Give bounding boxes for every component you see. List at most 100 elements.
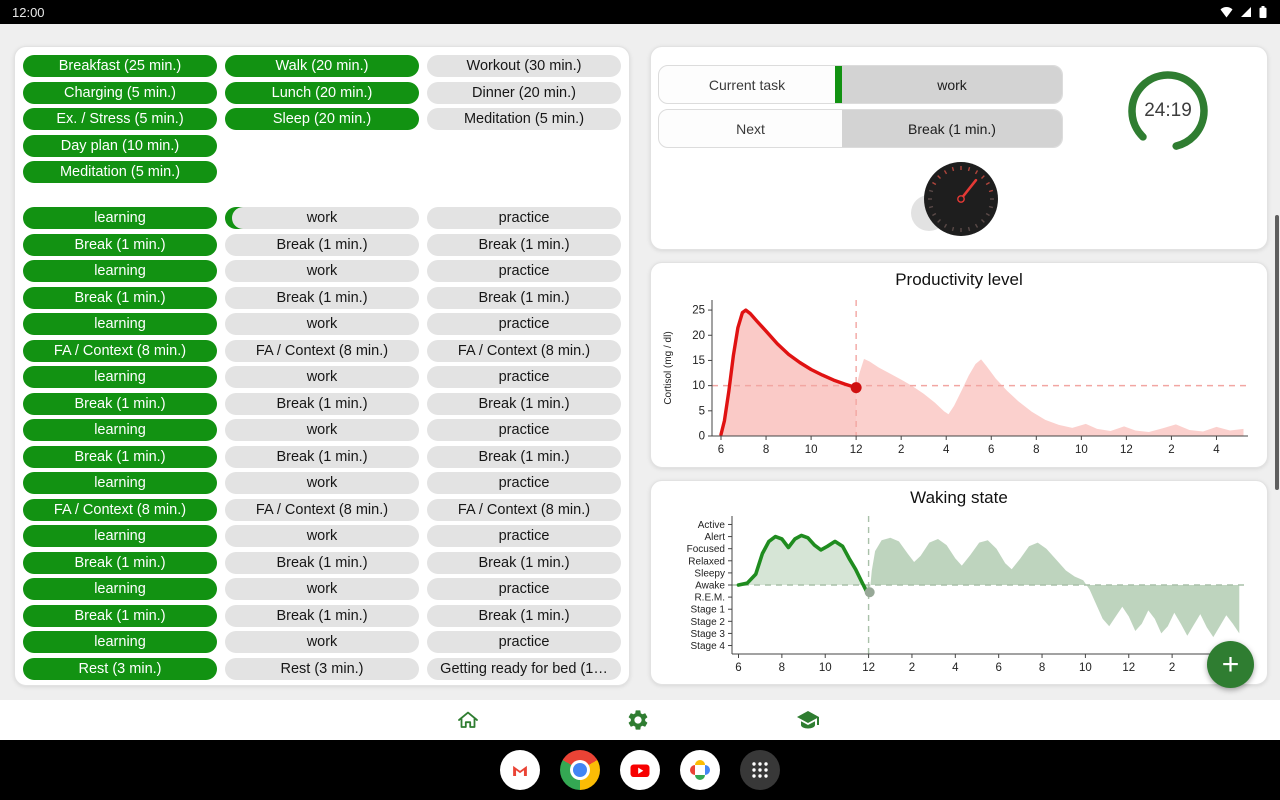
schedule-cell[interactable]: practice: [427, 419, 621, 441]
schedule-cell[interactable]: learning: [23, 207, 217, 229]
schedule-cell[interactable]: practice: [427, 631, 621, 653]
next-task-row[interactable]: Next Break (1 min.): [658, 109, 1063, 148]
schedule-cell[interactable]: practice: [427, 472, 621, 494]
svg-text:Stage 2: Stage 2: [691, 617, 726, 628]
schedule-cell[interactable]: learning: [23, 525, 217, 547]
schedule-cell[interactable]: FA / Context (8 min.): [427, 339, 621, 362]
timer[interactable]: 24:19: [1126, 69, 1210, 153]
scrollbar[interactable]: [1275, 215, 1279, 490]
svg-text:Stage 1: Stage 1: [691, 605, 726, 616]
svg-text:10: 10: [1075, 444, 1088, 456]
empty-cell: [225, 135, 419, 157]
settings-tab[interactable]: [626, 708, 650, 732]
youtube-icon[interactable]: [620, 750, 660, 790]
schedule-cell[interactable]: learning: [23, 578, 217, 600]
schedule-cell[interactable]: learning: [23, 419, 217, 441]
app-drawer-icon[interactable]: [740, 750, 780, 790]
schedule-cell[interactable]: Break (1 min.): [23, 445, 217, 468]
svg-text:2: 2: [1169, 662, 1175, 674]
schedule-cell[interactable]: Break (1 min.): [225, 604, 419, 627]
schedule-cell[interactable]: work: [225, 631, 419, 653]
svg-text:4: 4: [952, 662, 959, 674]
svg-text:12: 12: [1122, 662, 1135, 674]
schedule-cell[interactable]: Break (1 min.): [23, 233, 217, 256]
battery-icon: [1259, 6, 1267, 18]
add-task-fab[interactable]: +: [1207, 641, 1254, 688]
schedule-cell[interactable]: practice: [427, 366, 621, 388]
schedule-cell[interactable]: Day plan (10 min.): [23, 134, 217, 157]
schedule-cell[interactable]: Walk (20 min.): [225, 55, 419, 77]
schedule-cell[interactable]: Meditation (5 min.): [427, 108, 621, 130]
schedule-cell[interactable]: work: [225, 313, 419, 335]
schedule-cell[interactable]: Break (1 min.): [225, 392, 419, 415]
schedule-cell[interactable]: work: [225, 419, 419, 441]
schedule-cell[interactable]: learning: [23, 260, 217, 282]
schedule-cell[interactable]: Getting ready for bed (1…: [427, 657, 621, 680]
schedule-cell[interactable]: FA / Context (8 min.): [427, 498, 621, 521]
speedometer-gauge[interactable]: [923, 161, 999, 237]
schedule-cell[interactable]: work: [225, 578, 419, 600]
schedule-cell[interactable]: practice: [427, 313, 621, 335]
status-bar: 12:00: [0, 0, 1280, 24]
schedule-cell[interactable]: FA / Context (8 min.): [23, 339, 217, 362]
schedule-cell[interactable]: FA / Context (8 min.): [225, 339, 419, 362]
schedule-cell[interactable]: learning: [23, 366, 217, 388]
schedule-cell[interactable]: FA / Context (8 min.): [23, 498, 217, 521]
schedule-cell[interactable]: Break (1 min.): [225, 286, 419, 309]
schedule-cell[interactable]: Break (1 min.): [427, 392, 621, 415]
schedule-cell[interactable]: Break (1 min.): [427, 445, 621, 468]
current-task-row[interactable]: Current task work: [658, 65, 1063, 104]
gmail-icon[interactable]: [500, 750, 540, 790]
schedule-cell[interactable]: Break (1 min.): [23, 286, 217, 309]
schedule-cell[interactable]: Dinner (20 min.): [427, 81, 621, 104]
schedule-cell[interactable]: Workout (30 min.): [427, 55, 621, 77]
svg-text:R.E.M.: R.E.M.: [694, 593, 725, 604]
schedule-cell[interactable]: practice: [427, 578, 621, 600]
current-task-value: work: [842, 66, 1062, 103]
schedule-cell[interactable]: Break (1 min.): [427, 286, 621, 309]
schedule-cell[interactable]: Break (1 min.): [427, 233, 621, 256]
schedule-cell[interactable]: learning: [23, 631, 217, 653]
status-icons: [1219, 5, 1268, 19]
schedule-cell[interactable]: Break (1 min.): [23, 392, 217, 415]
schedule-cell[interactable]: work: [225, 260, 419, 282]
schedule-cell[interactable]: work: [225, 366, 419, 388]
schedule-cell[interactable]: Ex. / Stress (5 min.): [23, 108, 217, 130]
schedule-cell[interactable]: Break (1 min.): [23, 551, 217, 574]
schedule-cell[interactable]: Sleep (20 min.): [225, 108, 419, 130]
svg-text:10: 10: [1079, 662, 1092, 674]
schedule-cell[interactable]: Breakfast (25 min.): [23, 55, 217, 77]
schedule-cell[interactable]: work: [225, 472, 419, 494]
schedule-cell[interactable]: practice: [427, 207, 621, 229]
schedule-cell[interactable]: Break (1 min.): [427, 604, 621, 627]
schedule-cell[interactable]: Charging (5 min.): [23, 81, 217, 104]
svg-text:2: 2: [1168, 444, 1174, 456]
svg-text:6: 6: [735, 662, 741, 674]
graduation-cap-icon: [797, 711, 819, 729]
schedule-cell[interactable]: Break (1 min.): [225, 445, 419, 468]
chrome-icon[interactable]: [560, 750, 600, 790]
schedule-cell[interactable]: Break (1 min.): [23, 604, 217, 627]
svg-text:6: 6: [718, 444, 724, 456]
svg-text:2: 2: [909, 662, 915, 674]
photos-icon[interactable]: [680, 750, 720, 790]
schedule-cell[interactable]: Rest (3 min.): [225, 657, 419, 680]
schedule-cell[interactable]: practice: [427, 260, 621, 282]
schedule-cell[interactable]: Break (1 min.): [225, 233, 419, 256]
schedule-cell[interactable]: FA / Context (8 min.): [225, 498, 419, 521]
schedule-cell[interactable]: Lunch (20 min.): [225, 81, 419, 104]
schedule-cell[interactable]: Meditation (5 min.): [23, 161, 217, 183]
schedule-cell[interactable]: Rest (3 min.): [23, 657, 217, 680]
schedule-cell[interactable]: work: [225, 207, 419, 229]
schedule-cell[interactable]: Break (1 min.): [427, 551, 621, 574]
schedule-cell[interactable]: learning: [23, 313, 217, 335]
svg-text:Relaxed: Relaxed: [688, 556, 725, 567]
learning-tab[interactable]: [796, 708, 820, 732]
timer-ring: [1128, 71, 1208, 151]
schedule-cell[interactable]: work: [225, 525, 419, 547]
schedule-cell[interactable]: Break (1 min.): [225, 551, 419, 574]
home-tab[interactable]: [456, 708, 480, 732]
schedule-cell[interactable]: learning: [23, 472, 217, 494]
schedule-cell[interactable]: practice: [427, 525, 621, 547]
